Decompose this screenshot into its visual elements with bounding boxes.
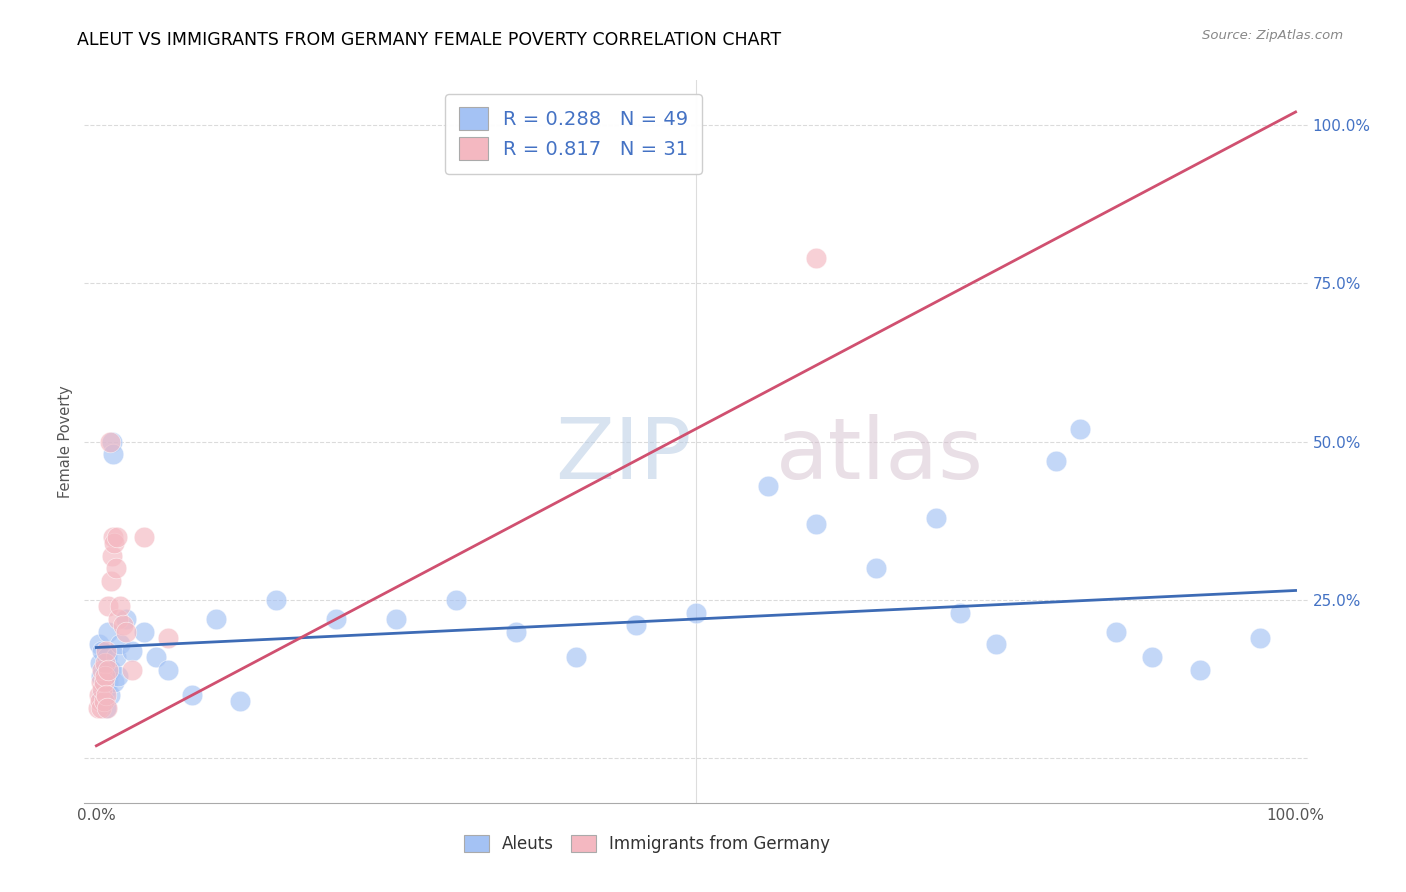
- Point: [93, 694, 115, 708]
- Point: [93, 694, 117, 708]
- Point: [98, 688, 121, 702]
- Point: [1249, 631, 1271, 645]
- Point: [104, 650, 127, 665]
- Point: [90, 700, 112, 714]
- Point: [96, 650, 118, 665]
- Point: [89, 694, 111, 708]
- Point: [325, 612, 347, 626]
- Point: [505, 624, 527, 639]
- Y-axis label: Female Poverty: Female Poverty: [58, 385, 73, 498]
- Point: [90, 669, 112, 683]
- Point: [93, 675, 115, 690]
- Point: [121, 643, 143, 657]
- Point: [1105, 624, 1128, 639]
- Legend: Aleuts, Immigrants from Germany: Aleuts, Immigrants from Germany: [457, 828, 837, 860]
- Point: [925, 510, 948, 524]
- Text: Source: ZipAtlas.com: Source: ZipAtlas.com: [1202, 29, 1343, 42]
- Point: [624, 618, 647, 632]
- Point: [91, 688, 114, 702]
- Point: [107, 669, 129, 683]
- Point: [97, 624, 120, 639]
- Point: [94, 688, 117, 702]
- Point: [134, 624, 156, 639]
- Point: [91, 681, 114, 696]
- Text: ALEUT VS IMMIGRANTS FROM GERMANY FEMALE POVERTY CORRELATION CHART: ALEUT VS IMMIGRANTS FROM GERMANY FEMALE …: [77, 31, 782, 49]
- Point: [90, 675, 112, 690]
- Point: [1069, 422, 1091, 436]
- Point: [101, 549, 124, 563]
- Point: [565, 650, 588, 665]
- Point: [87, 637, 110, 651]
- Point: [385, 612, 408, 626]
- Point: [865, 561, 887, 575]
- Point: [685, 606, 707, 620]
- Point: [984, 637, 1007, 651]
- Point: [104, 561, 127, 575]
- Point: [91, 663, 114, 677]
- Point: [97, 675, 120, 690]
- Point: [93, 657, 117, 671]
- Point: [205, 612, 228, 626]
- Point: [86, 700, 108, 714]
- Point: [134, 530, 156, 544]
- Point: [94, 700, 117, 714]
- Point: [93, 669, 117, 683]
- Point: [103, 675, 125, 690]
- Point: [97, 599, 120, 614]
- Point: [100, 663, 122, 677]
- Point: [115, 624, 138, 639]
- Point: [103, 536, 125, 550]
- Point: [93, 675, 115, 690]
- Point: [97, 663, 120, 677]
- Point: [181, 688, 204, 702]
- Point: [145, 650, 167, 665]
- Point: [100, 574, 122, 588]
- Text: atlas: atlas: [776, 415, 983, 498]
- Point: [93, 663, 117, 677]
- Point: [94, 681, 117, 696]
- Point: [804, 251, 827, 265]
- Point: [1045, 453, 1067, 467]
- Point: [444, 593, 467, 607]
- Point: [804, 516, 827, 531]
- Point: [87, 688, 110, 702]
- Point: [229, 694, 252, 708]
- Point: [157, 631, 180, 645]
- Point: [101, 434, 124, 449]
- Point: [1140, 650, 1163, 665]
- Point: [105, 530, 128, 544]
- Text: ZIP: ZIP: [555, 415, 692, 498]
- Point: [101, 447, 124, 461]
- Point: [949, 606, 972, 620]
- Point: [98, 434, 121, 449]
- Point: [157, 663, 180, 677]
- Point: [89, 657, 111, 671]
- Point: [121, 663, 143, 677]
- Point: [96, 700, 118, 714]
- Point: [264, 593, 287, 607]
- Point: [1188, 663, 1211, 677]
- Point: [110, 599, 132, 614]
- Point: [110, 637, 132, 651]
- Point: [111, 618, 134, 632]
- Point: [756, 479, 779, 493]
- Point: [91, 643, 114, 657]
- Point: [115, 612, 138, 626]
- Point: [107, 612, 129, 626]
- Point: [101, 530, 124, 544]
- Point: [94, 643, 117, 657]
